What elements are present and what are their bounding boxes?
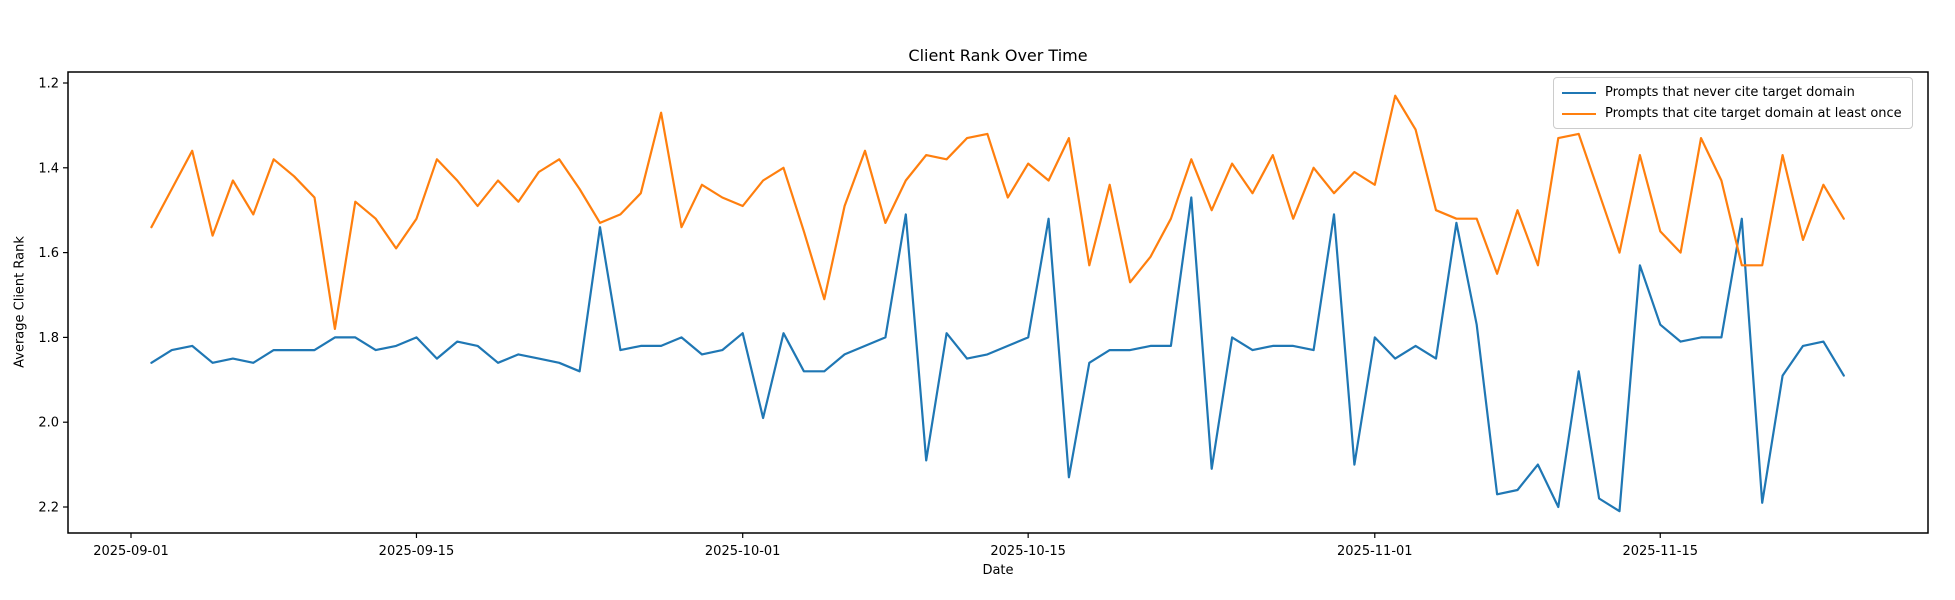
x-tick-label: 2025-09-01: [93, 544, 169, 559]
y-tick-label: 1.6: [38, 246, 59, 261]
series-line-0: [150, 196, 1845, 513]
x-tick-label: 2025-11-15: [1622, 544, 1698, 559]
x-tick-label: 2025-09-15: [379, 544, 455, 559]
series-line-1: [150, 94, 1845, 330]
y-tick-label: 2.2: [38, 501, 59, 516]
x-tick-label: 2025-10-15: [990, 544, 1066, 559]
plot-border: [67, 71, 1929, 534]
legend: Prompts that never cite target domain Pr…: [1553, 77, 1913, 129]
y-tick-label: 2.0: [38, 416, 59, 431]
legend-entry-cite-once: Prompts that cite target domain at least…: [1562, 104, 1902, 123]
legend-label: Prompts that cite target domain at least…: [1605, 106, 1902, 121]
y-tick-label: 1.2: [38, 77, 59, 92]
legend-label: Prompts that never cite target domain: [1605, 85, 1855, 100]
legend-entry-never-cite: Prompts that never cite target domain: [1562, 83, 1902, 102]
y-tick-label: 1.4: [38, 161, 59, 176]
x-tick-label: 2025-10-01: [705, 544, 781, 559]
legend-line-blue-icon: [1562, 91, 1596, 94]
y-axis-label: Average Client Rank: [12, 236, 28, 368]
legend-line-orange-icon: [1562, 112, 1596, 115]
y-tick-label: 1.8: [38, 331, 59, 346]
x-tick-label: 2025-11-01: [1337, 544, 1413, 559]
chart-title: Client Rank Over Time: [908, 46, 1088, 65]
x-axis-label: Date: [982, 563, 1014, 578]
